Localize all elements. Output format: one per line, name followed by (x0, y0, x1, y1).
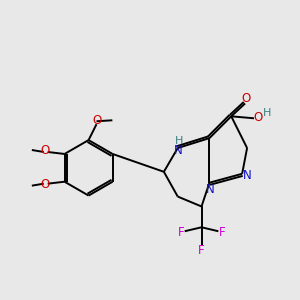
Text: N: N (243, 169, 251, 182)
Text: O: O (254, 111, 262, 124)
Text: H: H (263, 108, 271, 118)
Text: O: O (40, 178, 50, 191)
Text: F: F (198, 244, 205, 256)
Text: F: F (219, 226, 226, 239)
Text: H: H (175, 136, 183, 146)
Text: O: O (242, 92, 251, 105)
Text: N: N (174, 143, 183, 157)
Text: O: O (93, 114, 102, 127)
Text: O: O (40, 145, 50, 158)
Text: F: F (177, 226, 184, 239)
Text: N: N (206, 183, 215, 196)
